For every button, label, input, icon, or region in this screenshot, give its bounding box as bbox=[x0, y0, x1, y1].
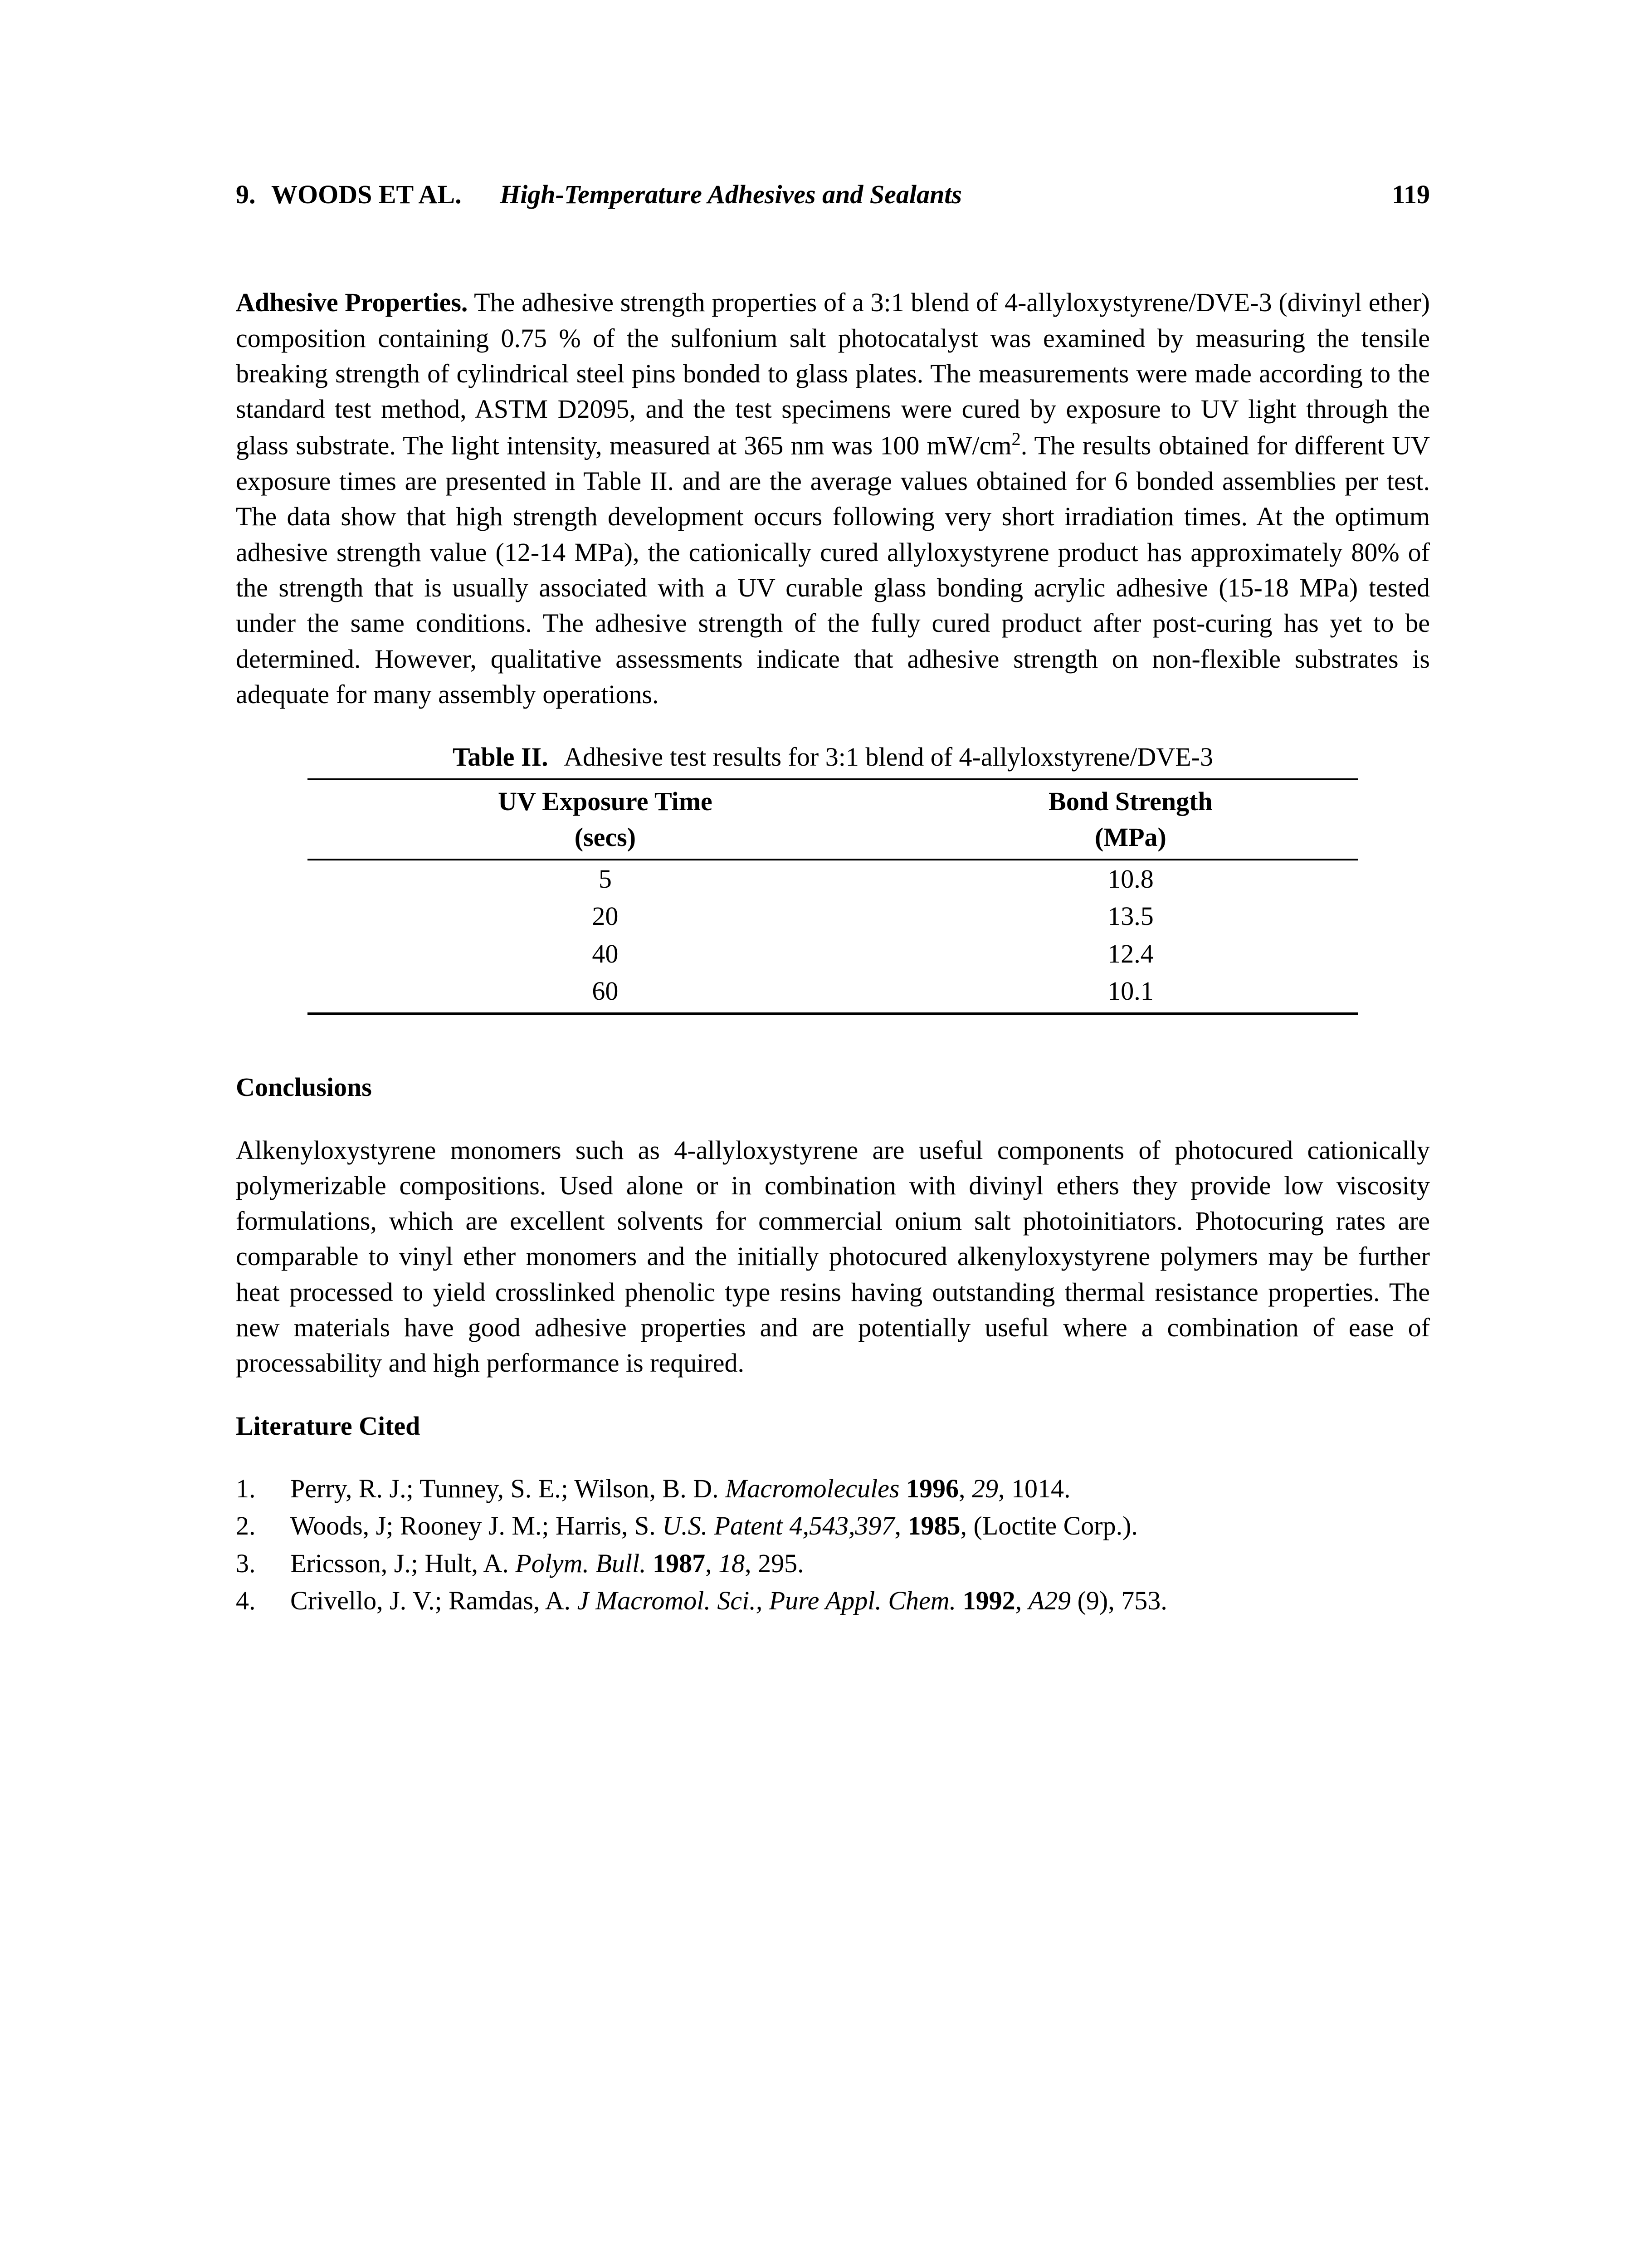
adhesive-body-post: . The results obtained for different UV … bbox=[236, 431, 1430, 709]
col1-header-line1: UV Exposure Time bbox=[498, 787, 712, 816]
ref-authors: Perry, R. J.; Tunney, S. E.; Wilson, B. … bbox=[290, 1474, 725, 1503]
table-row: 20 13.5 bbox=[307, 898, 1358, 935]
col2-header-line2: (MPa) bbox=[1095, 822, 1166, 852]
page-number: 119 bbox=[1392, 177, 1430, 212]
ref-num: 1. bbox=[236, 1471, 290, 1506]
ref-rest: , (Loctite Corp.). bbox=[961, 1511, 1138, 1540]
cell-strength: 13.5 bbox=[903, 898, 1358, 935]
table-caption: Table II. Adhesive test results for 3:1 … bbox=[307, 739, 1358, 775]
ref-text: Perry, R. J.; Tunney, S. E.; Wilson, B. … bbox=[290, 1471, 1430, 1506]
page-container: 9. WOODS ET AL. High-Temperature Adhesiv… bbox=[0, 0, 1634, 2268]
ref-vol: A29 bbox=[1029, 1586, 1071, 1615]
ref-year: 1996 bbox=[906, 1474, 959, 1503]
ref-pages: , 1014. bbox=[998, 1474, 1071, 1503]
ref-authors: Woods, J; Rooney J. M.; Harris, S. bbox=[290, 1511, 662, 1540]
cell-time: 60 bbox=[307, 973, 903, 1014]
reference-item: 4. Crivello, J. V.; Ramdas, A. J Macromo… bbox=[236, 1583, 1430, 1618]
references-list: 1. Perry, R. J.; Tunney, S. E.; Wilson, … bbox=[236, 1471, 1430, 1618]
ref-pages: (9), 753. bbox=[1071, 1586, 1167, 1615]
ref-sep: , bbox=[959, 1474, 972, 1503]
ref-num: 2. bbox=[236, 1508, 290, 1544]
reference-item: 2. Woods, J; Rooney J. M.; Harris, S. U.… bbox=[236, 1508, 1430, 1544]
ref-year: 1985 bbox=[908, 1511, 961, 1540]
ref-journal: Polym. Bull. bbox=[515, 1549, 653, 1578]
literature-heading: Literature Cited bbox=[236, 1408, 1430, 1444]
ref-sep: , bbox=[705, 1549, 718, 1578]
ref-vol: 18 bbox=[718, 1549, 745, 1578]
chapter-number: 9. bbox=[236, 180, 256, 209]
header-left: 9. WOODS ET AL. High-Temperature Adhesiv… bbox=[236, 177, 962, 212]
ref-sep: , bbox=[1015, 1586, 1029, 1615]
table-body: 5 10.8 20 13.5 40 12.4 60 10.1 bbox=[307, 860, 1358, 1014]
adhesive-properties-heading: Adhesive Properties. bbox=[236, 288, 468, 317]
ref-year: 1987 bbox=[653, 1549, 705, 1578]
ref-num: 3. bbox=[236, 1546, 290, 1581]
ref-pages: , 295. bbox=[745, 1549, 804, 1578]
ref-text: Crivello, J. V.; Ramdas, A. J Macromol. … bbox=[290, 1583, 1430, 1618]
ref-text: Ericsson, J.; Hult, A. Polym. Bull. 1987… bbox=[290, 1546, 1430, 1581]
col-header-exposure: UV Exposure Time (secs) bbox=[307, 779, 903, 860]
reference-item: 3. Ericsson, J.; Hult, A. Polym. Bull. 1… bbox=[236, 1546, 1430, 1581]
ref-num: 4. bbox=[236, 1583, 290, 1618]
conclusions-heading: Conclusions bbox=[236, 1070, 1430, 1105]
ref-journal: J Macromol. Sci., Pure Appl. Chem. bbox=[577, 1586, 963, 1615]
ref-text: Woods, J; Rooney J. M.; Harris, S. U.S. … bbox=[290, 1508, 1430, 1544]
table-row: 60 10.1 bbox=[307, 973, 1358, 1014]
ref-authors: Crivello, J. V.; Ramdas, A. bbox=[290, 1586, 577, 1615]
reference-item: 1. Perry, R. J.; Tunney, S. E.; Wilson, … bbox=[236, 1471, 1430, 1506]
conclusions-paragraph: Alkenyloxystyrene monomers such as 4-all… bbox=[236, 1133, 1430, 1381]
table-row: 5 10.8 bbox=[307, 860, 1358, 898]
adhesive-properties-paragraph: Adhesive Properties. The adhesive streng… bbox=[236, 285, 1430, 712]
cell-time: 20 bbox=[307, 898, 903, 935]
cell-time: 5 bbox=[307, 860, 903, 898]
table-row: 40 12.4 bbox=[307, 935, 1358, 973]
cell-time: 40 bbox=[307, 935, 903, 973]
ref-patent: U.S. Patent 4,543,397 bbox=[662, 1511, 894, 1540]
ref-year: 1992 bbox=[963, 1586, 1015, 1615]
superscript-2: 2 bbox=[1012, 429, 1021, 449]
table-header-row: UV Exposure Time (secs) Bond Strength (M… bbox=[307, 779, 1358, 860]
col1-header-line2: (secs) bbox=[575, 822, 636, 852]
cell-strength: 10.1 bbox=[903, 973, 1358, 1014]
cell-strength: 10.8 bbox=[903, 860, 1358, 898]
col2-header-line1: Bond Strength bbox=[1049, 787, 1213, 816]
header-authors: WOODS ET AL. bbox=[271, 180, 462, 209]
table-caption-text: Adhesive test results for 3:1 blend of 4… bbox=[564, 742, 1213, 772]
ref-vol: 29 bbox=[972, 1474, 998, 1503]
header-title: High-Temperature Adhesives and Sealants bbox=[500, 180, 962, 209]
table-caption-label: Table II. bbox=[453, 742, 548, 772]
cell-strength: 12.4 bbox=[903, 935, 1358, 973]
table-2-container: Table II. Adhesive test results for 3:1 … bbox=[307, 739, 1358, 1015]
ref-sep: , bbox=[895, 1511, 908, 1540]
ref-journal: Macromolecules bbox=[725, 1474, 906, 1503]
col-header-strength: Bond Strength (MPa) bbox=[903, 779, 1358, 860]
running-header: 9. WOODS ET AL. High-Temperature Adhesiv… bbox=[236, 177, 1430, 212]
adhesive-results-table: UV Exposure Time (secs) Bond Strength (M… bbox=[307, 778, 1358, 1015]
ref-authors: Ericsson, J.; Hult, A. bbox=[290, 1549, 515, 1578]
